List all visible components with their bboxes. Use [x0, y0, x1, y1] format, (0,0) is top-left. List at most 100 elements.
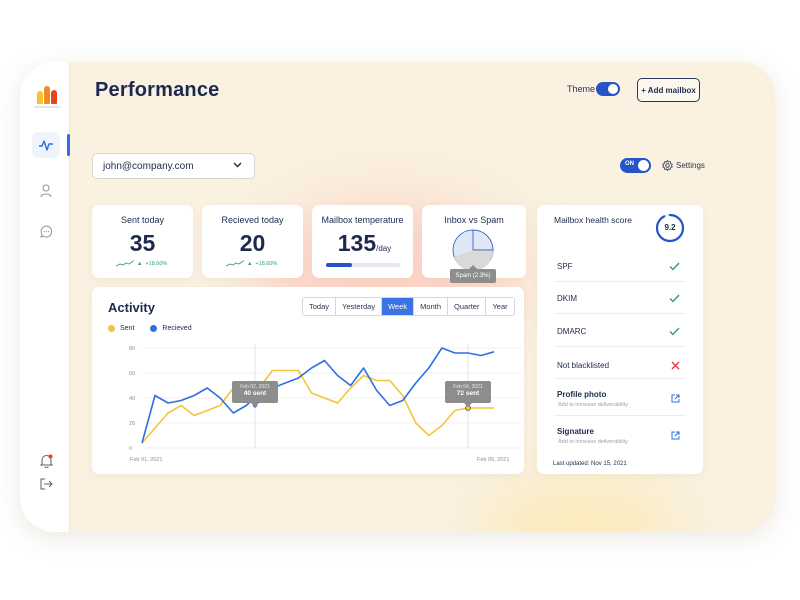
sparkline-icon [116, 260, 134, 267]
stat-value: 20 [239, 230, 266, 256]
settings-label: Settings [676, 161, 705, 170]
tooltip-value: 72 sent [456, 390, 480, 397]
temperature-bar [326, 263, 400, 267]
sent-today-card: Sent today 35 ▲ +18.60% [92, 205, 193, 278]
chat-icon [39, 224, 52, 238]
x-tick-label: Feb 01, 2021 [130, 457, 162, 463]
period-tabs: Today Yesterday Week Month Quarter Year [302, 297, 515, 316]
app-frame: Performance Theme + Add mailbox john@com… [20, 62, 775, 532]
spam-slice [454, 250, 494, 271]
tab-month[interactable]: Month [414, 298, 449, 315]
trend-indicator: ▲ +18.60% [226, 260, 277, 267]
temperature-unit: /day [376, 244, 392, 253]
legend-item-sent: Sent [108, 325, 134, 332]
notification-icon [39, 454, 53, 468]
health-row-label: Not blacklisted [557, 361, 610, 370]
logout-button[interactable] [32, 471, 60, 497]
health-link-subtext: Add to increase deliverability [558, 439, 629, 445]
stat-label: Inbox vs Spam [444, 215, 504, 225]
legend-item-received: Recieved [150, 325, 192, 332]
check-icon [669, 327, 680, 336]
active-nav-indicator [67, 134, 70, 156]
y-tick-label: 60 [129, 371, 135, 377]
temperature-bar-fill [326, 263, 352, 267]
sidebar-item-profile[interactable] [32, 178, 60, 204]
tab-quarter[interactable]: Quarter [448, 298, 487, 315]
legend-label: Sent [120, 325, 135, 332]
y-tick-label: 0 [129, 446, 132, 452]
legend-dot [150, 325, 158, 332]
health-link-signature[interactable]: Signature Add to increase deliverability [554, 416, 686, 452]
y-tick-label: 40 [129, 396, 135, 402]
health-title: Mailbox health score [554, 215, 632, 225]
settings-button[interactable]: Settings [662, 160, 705, 171]
stat-value: 135/day [316, 230, 413, 257]
page-title: Performance [95, 79, 220, 101]
activity-title: Activity [108, 300, 155, 315]
theme-label: Theme [567, 84, 596, 94]
trend-value: +18.60% [145, 260, 168, 267]
received-today-card: Recieved today 20 ▲ +18.60% [202, 205, 303, 278]
chart-legend: Sent Recieved [108, 325, 192, 332]
tab-yesterday[interactable]: Yesterday [336, 298, 383, 315]
mailbox-on-toggle[interactable]: ON [620, 158, 651, 173]
toggle-on-label: ON [625, 161, 634, 167]
health-row-dmarc: DMARC [554, 314, 686, 347]
sidebar [20, 62, 70, 532]
y-tick-label: 20 [129, 421, 135, 427]
y-tick-label: 80 [129, 346, 135, 352]
external-link-icon[interactable] [671, 394, 680, 403]
chevron-down-icon [233, 162, 242, 168]
tab-week[interactable]: Week [382, 298, 415, 315]
sidebar-item-activity[interactable] [32, 132, 60, 158]
series-line-sent [141, 369, 494, 444]
tab-today[interactable]: Today [303, 298, 337, 315]
check-icon [669, 262, 680, 271]
health-link-label: Signature [557, 427, 594, 436]
chart-tooltip-feb02: Feb 02, 2021 40 sent [232, 381, 278, 407]
activity-card: Activity Today Yesterday Week Month Quar… [92, 287, 524, 474]
stat-label: Mailbox temperature [321, 215, 404, 225]
logout-icon [40, 478, 53, 490]
cross-icon [671, 361, 680, 370]
health-row-blacklist: Not blacklisted [554, 347, 686, 379]
chart-tooltip-feb04: Feb 04, 2021 72 sent [445, 381, 491, 407]
trend-indicator: ▲ +18.60% [116, 260, 167, 267]
spam-tooltip: Spam (2.3%) [450, 265, 496, 283]
health-row-dkim: DKIM [554, 282, 686, 314]
trend-value: +18.60% [255, 260, 278, 267]
tooltip-value: 40 sent [243, 390, 267, 397]
app-logo [37, 82, 57, 104]
mailbox-select-value: john@company.com [103, 160, 194, 172]
activity-chart: 0 20 40 60 80 Feb 01, 2021 Feb 05, 2021 [129, 344, 522, 463]
background-glow [480, 482, 680, 532]
health-row-label: DMARC [557, 327, 587, 336]
stat-value: 35 [129, 230, 156, 256]
mailbox-select[interactable]: john@company.com [92, 153, 255, 179]
arrow-up-icon: ▲ [247, 260, 253, 267]
score-ring [655, 213, 685, 243]
health-link-profile-photo[interactable]: Profile photo Add to increase deliverabi… [554, 379, 686, 416]
health-row-spf: SPF [554, 251, 686, 282]
check-icon [669, 294, 680, 303]
theme-toggle[interactable] [596, 82, 620, 96]
inbox-spam-pie [452, 229, 494, 271]
legend-dot [108, 325, 115, 332]
add-mailbox-button[interactable]: + Add mailbox [637, 78, 700, 102]
mailbox-temperature-card: Mailbox temperature 135/day [312, 205, 413, 278]
health-row-label: SPF [557, 262, 573, 271]
user-icon [40, 184, 52, 198]
tooltip-date: Feb 04, 2021 [453, 384, 483, 390]
gear-icon [662, 160, 673, 171]
x-tick-label: Feb 05, 2021 [477, 457, 509, 463]
series-line-recieved [141, 347, 495, 444]
tab-year[interactable]: Year [486, 298, 514, 315]
sidebar-item-messages[interactable] [32, 218, 60, 244]
legend-label: Recieved [162, 325, 192, 332]
logo-underline [34, 106, 60, 108]
activity-icon [39, 140, 53, 151]
mailbox-health-card: Mailbox health score 9.2 SPF DKIM DMARC … [537, 205, 703, 474]
health-link-label: Profile photo [557, 390, 607, 399]
external-link-icon[interactable] [671, 431, 680, 440]
notifications-button[interactable] [32, 448, 60, 474]
